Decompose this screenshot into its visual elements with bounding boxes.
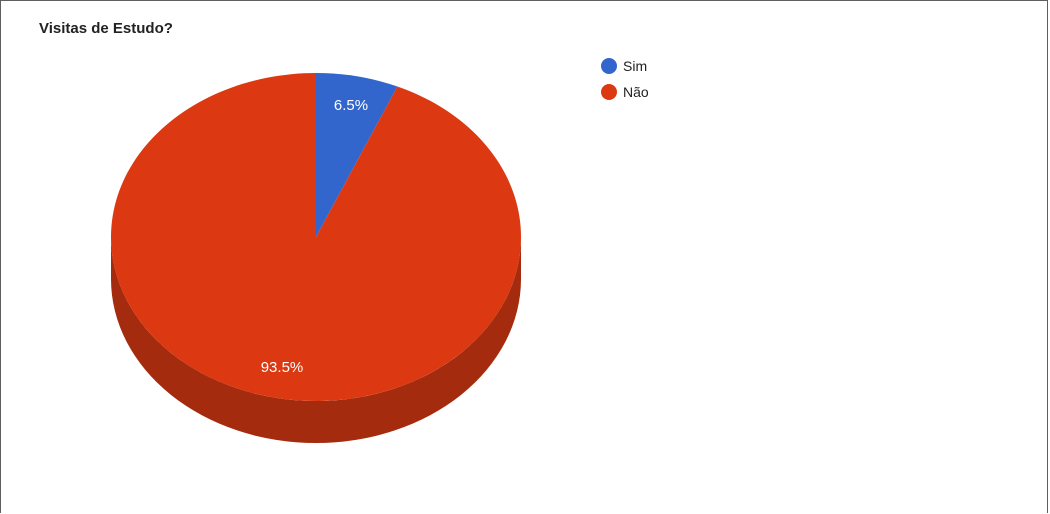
data-label-sim: 6.5% <box>334 97 368 114</box>
legend-swatch-nao <box>601 84 617 100</box>
legend-label-nao: Não <box>623 84 649 100</box>
legend-label-sim: Sim <box>623 58 648 74</box>
legend-item-nao[interactable]: Não <box>601 79 649 105</box>
legend-item-sim[interactable]: Sim <box>601 53 649 79</box>
pie-slice-nao[interactable] <box>110 73 521 401</box>
chart-title: Visitas de Estudo? <box>39 20 173 37</box>
legend-swatch-sim <box>601 58 617 74</box>
pie-slice-sim[interactable] <box>316 73 398 237</box>
data-label-nao: 93.5% <box>261 359 304 376</box>
legend: Sim Não <box>601 53 649 105</box>
pie-side-nao <box>111 237 521 443</box>
